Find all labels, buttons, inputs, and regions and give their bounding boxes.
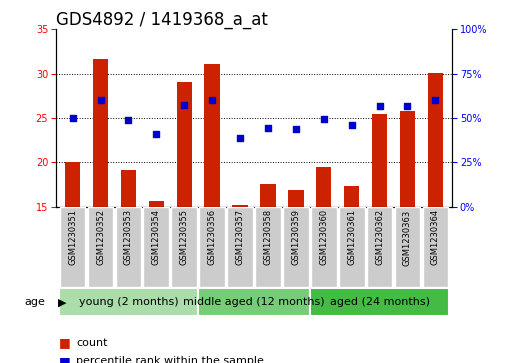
Bar (311, 207, 337, 287)
Text: GSM1230362: GSM1230362 (375, 209, 384, 265)
Text: aged (24 months): aged (24 months) (330, 297, 430, 307)
Bar (116, 207, 141, 287)
Text: ▶: ▶ (58, 297, 67, 307)
Bar (198, 288, 310, 316)
Bar (423, 207, 448, 287)
Point (375, 103, 384, 109)
Bar (367, 207, 392, 287)
Bar (177, 82, 192, 207)
Point (208, 97, 216, 103)
Bar (232, 205, 248, 207)
Point (69, 115, 77, 121)
Text: ■: ■ (58, 355, 70, 363)
Text: GSM1230363: GSM1230363 (403, 209, 412, 266)
Bar (400, 111, 415, 207)
Text: GSM1230358: GSM1230358 (264, 209, 272, 265)
Bar (143, 207, 169, 287)
Point (152, 131, 161, 137)
Text: GDS4892 / 1419368_a_at: GDS4892 / 1419368_a_at (56, 11, 268, 29)
Bar (339, 207, 365, 287)
Bar (60, 207, 85, 287)
Bar (288, 190, 304, 207)
Point (320, 116, 328, 122)
Text: GSM1230351: GSM1230351 (68, 209, 77, 265)
Text: GSM1230360: GSM1230360 (319, 209, 328, 265)
Bar (260, 184, 276, 207)
Point (236, 135, 244, 140)
Bar (149, 201, 164, 207)
Text: age: age (25, 297, 46, 307)
Bar (171, 207, 197, 287)
Text: GSM1230355: GSM1230355 (180, 209, 189, 265)
Point (347, 122, 356, 128)
Point (124, 117, 133, 123)
Point (292, 126, 300, 131)
Text: young (2 months): young (2 months) (79, 297, 178, 307)
Text: count: count (76, 338, 108, 348)
Point (264, 125, 272, 131)
Text: GSM1230353: GSM1230353 (124, 209, 133, 265)
Bar (93, 59, 108, 207)
Bar (204, 64, 220, 207)
Bar (372, 114, 387, 207)
Text: GSM1230352: GSM1230352 (96, 209, 105, 265)
Text: GSM1230356: GSM1230356 (208, 209, 216, 265)
Text: GSM1230361: GSM1230361 (347, 209, 356, 265)
Bar (395, 207, 420, 287)
Text: GSM1230359: GSM1230359 (292, 209, 300, 265)
Text: GSM1230354: GSM1230354 (152, 209, 161, 265)
Bar (58, 288, 198, 316)
Point (180, 102, 188, 107)
Bar (88, 207, 113, 287)
Point (97, 97, 105, 103)
Bar (310, 288, 450, 316)
Bar (316, 167, 331, 207)
Bar (227, 207, 253, 287)
Bar (121, 170, 136, 207)
Bar (65, 162, 80, 207)
Text: GSM1230364: GSM1230364 (431, 209, 440, 265)
Bar (199, 207, 225, 287)
Bar (344, 187, 359, 207)
Text: GSM1230357: GSM1230357 (236, 209, 244, 265)
Point (403, 103, 411, 109)
Text: percentile rank within the sample: percentile rank within the sample (76, 356, 264, 363)
Text: ■: ■ (58, 337, 70, 350)
Bar (428, 73, 443, 207)
Text: middle aged (12 months): middle aged (12 months) (183, 297, 325, 307)
Bar (255, 207, 281, 287)
Point (431, 97, 439, 103)
Bar (283, 207, 309, 287)
